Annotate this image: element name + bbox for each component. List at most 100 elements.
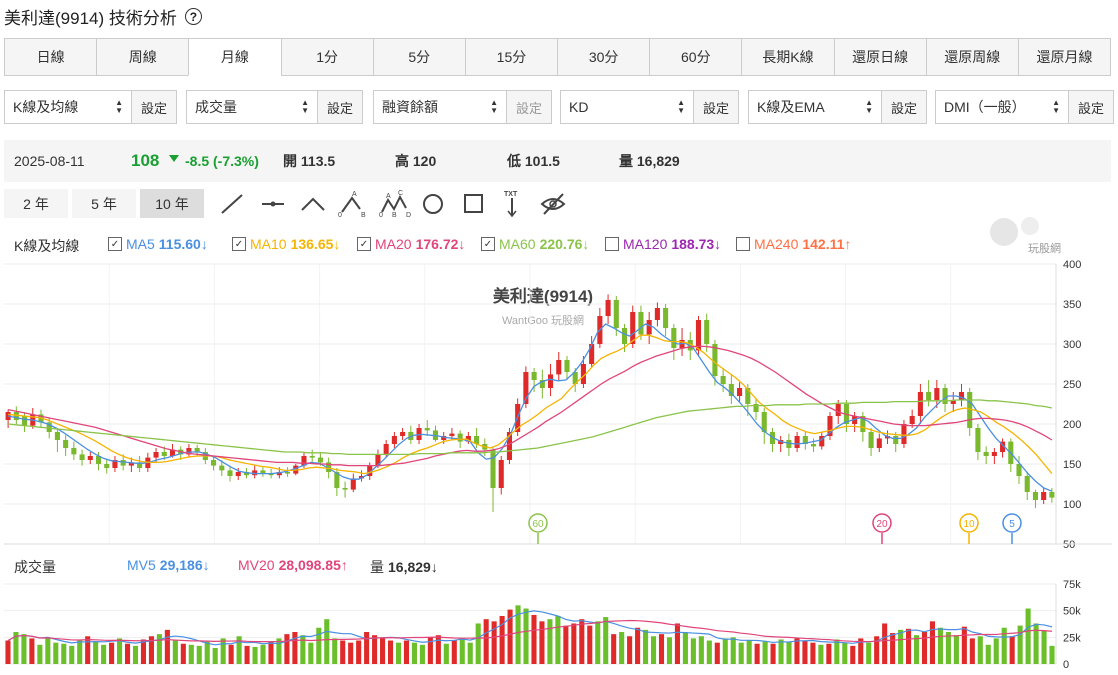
ma-legend-item-ma5[interactable]: ✓ MA5 115.60↓ — [108, 236, 208, 252]
help-icon[interactable]: ? — [184, 8, 202, 25]
circle-tool-icon[interactable] — [423, 194, 443, 214]
ma-legend-item-ma10[interactable]: ✓ MA10 136.65↓ — [232, 236, 340, 252]
candle — [145, 452, 151, 472]
candle-body — [38, 414, 44, 423]
candle-body — [901, 424, 907, 444]
tab-5[interactable]: 15分 — [464, 38, 558, 76]
tab-0[interactable]: 日線 — [4, 38, 97, 76]
checkbox-icon[interactable] — [605, 237, 619, 251]
tab-8[interactable]: 長期K線 — [741, 38, 834, 76]
angle-line-icon[interactable] — [301, 197, 325, 211]
candle — [1032, 489, 1039, 508]
tab-6[interactable]: 30分 — [557, 38, 650, 76]
range-button-2[interactable]: 10 年 — [140, 189, 204, 218]
candle-body — [868, 432, 874, 448]
candle — [400, 428, 406, 440]
candle-body — [317, 457, 323, 463]
trend-line-icon[interactable] — [221, 194, 243, 214]
tab-1[interactable]: 周線 — [96, 38, 189, 76]
indicator-select-5[interactable]: DMI（一般） ▲ ▼ — [935, 90, 1069, 124]
ma-legend-item-ma240[interactable]: MA240 142.11↑ — [736, 236, 851, 252]
volume-bar — [1041, 630, 1047, 664]
checkbox-icon[interactable]: ✓ — [108, 237, 122, 251]
checkbox-icon[interactable]: ✓ — [232, 237, 246, 251]
settings-button-0[interactable]: 設定 — [131, 90, 177, 124]
candle-body — [87, 456, 93, 460]
tab-4[interactable]: 5分 — [372, 38, 465, 76]
volume-panel-label: 成交量 — [14, 559, 56, 575]
candle — [391, 432, 397, 448]
svg-text:B: B — [361, 212, 366, 219]
volume-bar — [595, 621, 601, 664]
series-line-ma10 — [8, 334, 1053, 475]
range-button-1[interactable]: 5 年 — [72, 189, 136, 218]
indicator-select-3[interactable]: KD ▲ ▼ — [560, 90, 694, 124]
candle — [868, 428, 874, 456]
candle-body — [202, 452, 208, 460]
volume-bar — [132, 645, 139, 664]
tab-9[interactable]: 還原日線 — [833, 38, 926, 76]
settings-button-3[interactable]: 設定 — [693, 90, 739, 124]
rectangle-tool-icon[interactable] — [464, 194, 483, 213]
hide-drawings-icon[interactable] — [540, 193, 566, 215]
candle-body — [416, 428, 422, 440]
horizontal-line-icon[interactable] — [262, 201, 284, 207]
candle — [728, 374, 734, 404]
volume-bar — [53, 642, 59, 664]
volume-bar — [340, 640, 346, 664]
candle-body — [211, 460, 217, 466]
text-tool-icon[interactable]: TXT — [504, 191, 518, 218]
volume-bar — [682, 632, 688, 664]
page-title: 美利達(9914) 技術分析 ? — [4, 4, 202, 29]
period-tabs: 日線 周線 月線 1分 5分 15分 30分 60分 長期K線 還原日線 還原周線 還原月線 — [4, 38, 1112, 76]
quote-date: 2025-08-11 — [14, 153, 85, 169]
candle — [852, 412, 858, 432]
volume-bar — [93, 641, 99, 664]
indicator-select-label: DMI（一般） — [944, 99, 1026, 115]
checkbox-icon[interactable]: ✓ — [481, 237, 495, 251]
volume-bar — [1033, 623, 1039, 664]
marker-circle — [872, 513, 892, 533]
settings-button-5[interactable]: 設定 — [1068, 90, 1114, 124]
abcd-pattern-icon[interactable]: 0 A B C D — [379, 190, 411, 219]
candle-body — [400, 432, 406, 436]
volume-bar — [5, 640, 11, 664]
candle-body — [926, 392, 932, 400]
y-tick-label: 150 — [1063, 459, 1081, 471]
settings-button-2[interactable]: 設定 — [506, 90, 552, 124]
checkbox-icon[interactable]: ✓ — [357, 237, 371, 251]
volume-bar — [635, 627, 641, 664]
quote-high: 高 120 — [395, 153, 437, 169]
ma-legend-item-ma60[interactable]: ✓ MA60 220.76↓ — [481, 236, 589, 252]
candle-body — [276, 472, 282, 476]
tab-10[interactable]: 還原周線 — [925, 38, 1018, 76]
candle-body — [654, 308, 660, 320]
indicator-select-0[interactable]: K線及均線 ▲ ▼ — [4, 90, 132, 124]
indicator-select-2[interactable]: 融資餘額 ▲ ▼ — [373, 90, 507, 124]
candle-body — [860, 416, 866, 432]
candle — [654, 302, 660, 327]
candle-body — [490, 449, 496, 488]
volume-bar — [890, 633, 896, 664]
volume-bar — [324, 619, 330, 664]
watermark-title: 美利達(9914) — [493, 286, 593, 306]
tab-3[interactable]: 1分 — [280, 38, 373, 76]
ma-legend-item-ma20[interactable]: ✓ MA20 176.72↓ — [357, 236, 465, 252]
abc-pattern-icon[interactable]: 0 A B — [338, 191, 366, 219]
tab-2[interactable]: 月線 — [188, 38, 281, 76]
mv-value: 28,098.85↑ — [278, 557, 348, 573]
ma-name: MA10 — [250, 236, 287, 252]
mv-value: 16,829↓ — [388, 559, 438, 575]
checkbox-icon[interactable] — [736, 237, 750, 251]
tab-7[interactable]: 60分 — [649, 38, 742, 76]
candle-body — [967, 392, 973, 428]
indicator-select-4[interactable]: K線及EMA ▲ ▼ — [748, 90, 882, 124]
settings-button-4[interactable]: 設定 — [881, 90, 927, 124]
indicator-select-1[interactable]: 成交量 ▲ ▼ — [186, 90, 318, 124]
range-button-0[interactable]: 2 年 — [4, 189, 68, 218]
tab-11[interactable]: 還原月線 — [1017, 38, 1112, 76]
ma-value: 220.76↓ — [539, 236, 590, 252]
ma-legend-item-ma120[interactable]: MA120 188.73↓ — [605, 236, 721, 252]
settings-button-1[interactable]: 設定 — [317, 90, 363, 124]
candle — [876, 433, 882, 452]
